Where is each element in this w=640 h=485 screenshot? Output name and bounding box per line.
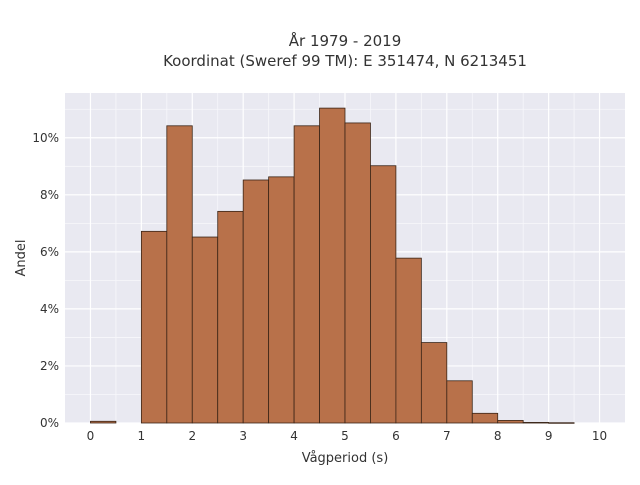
x-tick-label: 9 <box>545 429 553 443</box>
y-axis-ticks: 0% 2% 4% 6% 8% 10% <box>32 131 59 430</box>
histogram-bar <box>242 179 270 424</box>
x-axis-label: Vågperiod (s) <box>302 451 389 466</box>
histogram-bar <box>548 422 575 424</box>
histogram-bar <box>293 125 320 424</box>
y-axis-label: Andel <box>14 240 29 277</box>
histogram-bar <box>446 380 473 424</box>
x-tick-label: 6 <box>392 429 400 443</box>
chart-title-line-1: År 1979 - 2019 <box>289 31 402 50</box>
histogram-bar <box>497 420 524 424</box>
y-tick-label: 6% <box>40 245 59 259</box>
histogram-bar <box>344 122 371 424</box>
histogram-bar <box>319 107 346 424</box>
x-tick-label: 1 <box>138 429 146 443</box>
y-tick-label: 2% <box>40 359 59 373</box>
x-tick-label: 5 <box>341 429 349 443</box>
chart-title-line-2: Koordinat (Sweref 99 TM): E 351474, N 62… <box>163 52 527 70</box>
x-tick-label: 0 <box>87 429 95 443</box>
histogram-bar <box>217 210 244 424</box>
histogram-bar <box>191 236 219 424</box>
x-tick-label: 3 <box>239 429 247 443</box>
histogram-bars <box>90 107 575 424</box>
y-tick-label: 4% <box>40 302 59 316</box>
histogram-bar <box>420 342 448 424</box>
x-tick-label: 10 <box>592 429 607 443</box>
histogram-bar <box>90 420 117 424</box>
histogram-bar <box>370 165 397 424</box>
histogram-bar <box>268 176 295 424</box>
x-tick-label: 7 <box>443 429 451 443</box>
x-tick-label: 2 <box>188 429 196 443</box>
y-tick-label: 10% <box>32 131 59 145</box>
x-tick-label: 8 <box>494 429 502 443</box>
x-tick-label: 4 <box>290 429 298 443</box>
histogram-bar <box>140 230 168 424</box>
x-axis-ticks: 0 1 2 3 4 5 6 7 8 9 10 <box>87 429 608 443</box>
y-tick-label: 0% <box>40 416 59 430</box>
histogram-bar <box>471 412 499 424</box>
histogram-bar <box>395 257 422 424</box>
histogram-bar <box>522 422 550 424</box>
histogram-bar <box>166 125 193 424</box>
y-tick-label: 8% <box>40 188 59 202</box>
